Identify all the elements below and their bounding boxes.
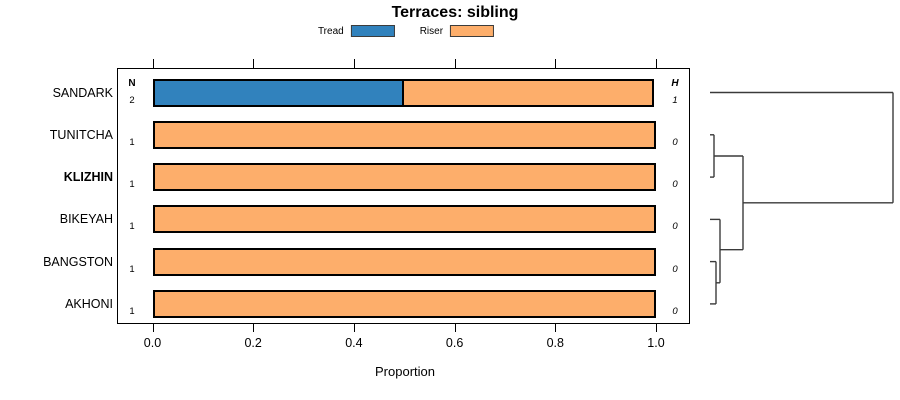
x-axis-bottom-tick [656, 324, 657, 332]
legend-label: Riser [419, 25, 444, 37]
n-value-bangston: 1 [129, 263, 135, 275]
x-axis-top-tick [555, 59, 557, 68]
category-label-bikeyah: BIKEYAH [59, 212, 113, 227]
x-axis-tick-label: 1.0 [647, 336, 665, 350]
x-axis-label: Proportion [375, 364, 435, 379]
legend-label: Tread [317, 25, 344, 37]
x-axis-tick-label: 0.2 [244, 336, 262, 350]
bar-akhoni [152, 289, 656, 318]
bar-sandark [152, 78, 657, 107]
bar-segment-riser [152, 247, 656, 276]
h-value-bangston: 0 [672, 263, 678, 275]
legend-item-riser: Riser [419, 25, 495, 37]
x-axis-top-tick [253, 59, 255, 68]
category-label-sandark: SANDARK [52, 85, 113, 100]
x-axis-bottom-tick [152, 324, 154, 332]
x-axis-tick-label: 0.6 [445, 336, 464, 350]
bar-segment-riser [152, 289, 656, 318]
legend-swatch-tread [350, 25, 395, 37]
bar-segment-riser [152, 163, 656, 192]
category-label-akhoni: AKHONI [65, 296, 113, 311]
n-value-tunitcha: 1 [129, 136, 135, 148]
x-axis-bottom-tick [253, 324, 255, 332]
n-column-header: N [128, 77, 136, 89]
n-value-klizhin: 1 [129, 179, 135, 191]
x-axis-tick-label: 0.4 [345, 336, 363, 350]
n-value-akhoni: 1 [129, 305, 135, 317]
x-axis-bottom-tick [454, 324, 456, 332]
h-value-bikeyah: 0 [672, 221, 678, 233]
h-value-klizhin: 0 [672, 179, 678, 191]
bar-segment-riser [152, 120, 656, 149]
x-axis-tick-label: 0.8 [546, 336, 564, 350]
category-label-bangston: BANGSTON [43, 254, 113, 269]
plot-frame [117, 68, 690, 324]
x-axis-top-tick [152, 59, 154, 68]
chart-title: Terraces: sibling [391, 4, 519, 21]
bar-bikeyah [152, 205, 656, 234]
category-label-klizhin: KLIZHIN [63, 170, 113, 185]
bar-klizhin [152, 163, 656, 192]
x-axis-top-tick [353, 59, 355, 68]
legend-item-tread: Tread [318, 25, 395, 37]
x-axis-tick-label: 0.0 [143, 336, 162, 350]
x-axis-top-tick [656, 59, 657, 68]
category-label-tunitcha: TUNITCHA [49, 127, 113, 142]
n-value-sandark: 2 [129, 94, 135, 106]
n-value-bikeyah: 1 [129, 221, 135, 233]
h-value-tunitcha: 0 [672, 136, 678, 148]
legend: Tread Riser [318, 25, 495, 37]
x-axis-top-tick [454, 59, 456, 68]
bar-segment-tread [152, 78, 405, 107]
bar-segment-riser [402, 78, 654, 107]
h-value-akhoni: 0 [672, 305, 678, 317]
legend-swatch-riser [450, 25, 495, 37]
x-axis-bottom-tick [353, 324, 355, 332]
bar-segment-riser [152, 205, 656, 234]
bar-tunitcha [152, 120, 656, 149]
h-column-header: H [671, 77, 679, 89]
bar-bangston [152, 247, 656, 276]
x-axis-bottom-tick [555, 324, 557, 332]
dendrogram [710, 91, 894, 305]
h-value-sandark: 1 [672, 94, 678, 106]
